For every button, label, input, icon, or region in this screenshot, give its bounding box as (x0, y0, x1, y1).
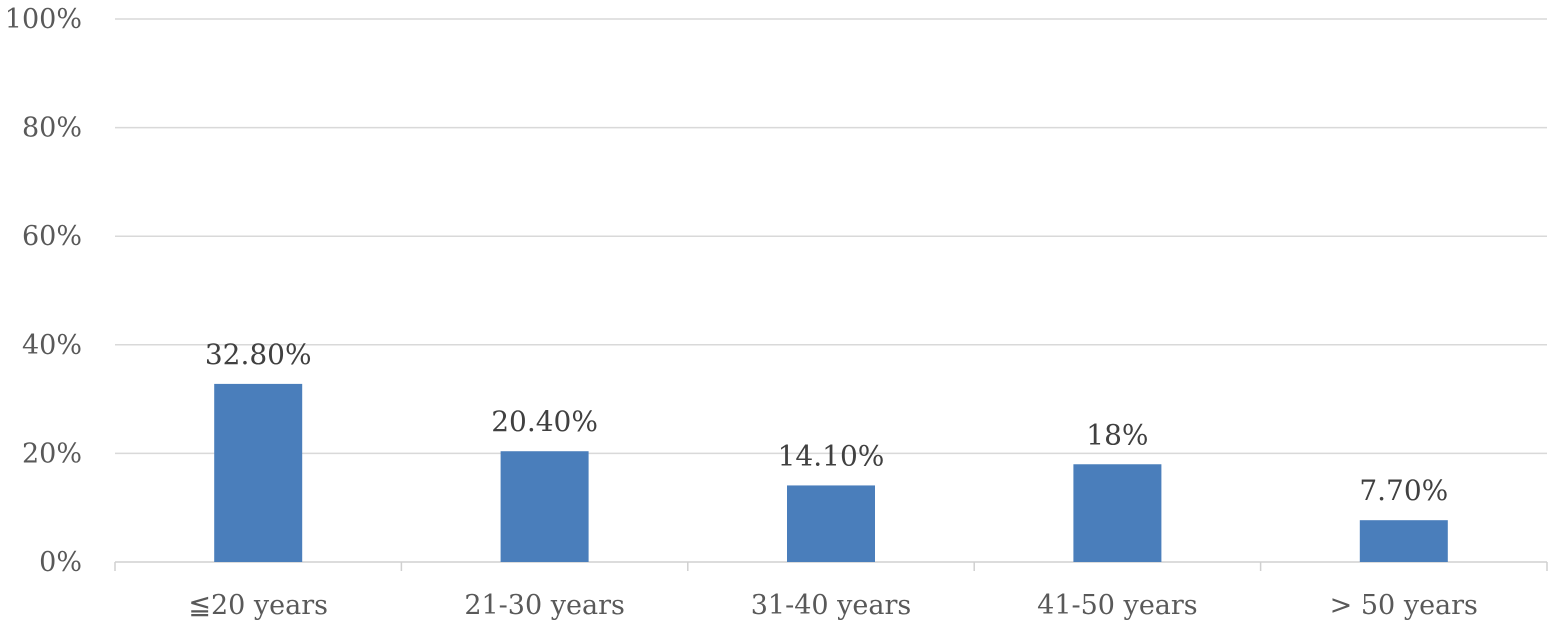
y-tick-label: 60% (22, 221, 82, 252)
data-label: 20.40% (491, 405, 598, 438)
x-tick-label: > 50 years (1330, 590, 1478, 621)
y-tick-label: 100% (5, 4, 82, 35)
y-tick-label: 80% (22, 113, 82, 144)
data-label: 18% (1086, 418, 1148, 451)
x-tick-label: ≦20 years (188, 590, 328, 621)
x-tick-label: 41-50 years (1037, 590, 1198, 621)
y-tick-label: 20% (22, 438, 82, 469)
bar (787, 485, 875, 562)
data-label: 14.10% (778, 439, 885, 472)
bar (1359, 520, 1448, 562)
data-label: 7.70% (1359, 474, 1448, 507)
bar (214, 383, 303, 562)
data-labels: 32.80% 20.40% 14.10% 18% 7.70% (205, 338, 1448, 507)
y-tick-label: 40% (22, 330, 82, 361)
bars (214, 383, 1448, 562)
x-axis-category-labels: ≦20 years 21-30 years 31-40 years 41-50 yea… (188, 590, 1478, 621)
x-tick-label: 21-30 years (464, 590, 625, 621)
x-tick-label: 31-40 years (751, 590, 912, 621)
bar (500, 451, 589, 562)
y-axis-tick-labels: 0% 20% 40% 60% 80% 100% (5, 4, 82, 578)
bar (1073, 464, 1162, 562)
y-tick-label: 0% (39, 547, 82, 578)
data-label: 32.80% (205, 338, 312, 371)
grid-lines (115, 18, 1547, 455)
x-axis (114, 561, 1548, 571)
